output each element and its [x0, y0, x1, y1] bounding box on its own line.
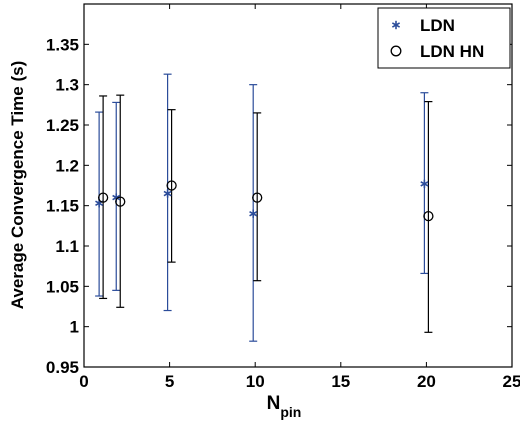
legend-ldn-hn-marker [390, 45, 402, 57]
error-bar-ldn-hn [424, 101, 433, 333]
y-axis: 0.95 1 1.05 1.1 1.15 1.2 1.25 1.3 1.35 [46, 35, 512, 377]
y-tick-label: 1.1 [55, 237, 79, 256]
y-tick-label: 1.35 [46, 35, 79, 54]
y-tick-label: 1.15 [46, 197, 79, 216]
x-axis-label: Npin [267, 393, 302, 420]
x-axis-label-main: N [267, 393, 281, 414]
error-bar-ldn-hn [167, 109, 176, 263]
y-tick-label: 1.2 [55, 156, 79, 175]
x-tick-label: 10 [246, 372, 265, 391]
y-axis-label: Average Convergence Time (s) [8, 61, 27, 309]
legend-label: LDN HN [420, 42, 484, 61]
x-tick-label: 20 [417, 372, 436, 391]
x-tick-label: 0 [79, 372, 88, 391]
error-bar-ldn-hn [253, 112, 262, 282]
x-axis: 0 5 10 15 20 25 [79, 4, 520, 391]
ldn-hn-data-point [252, 192, 263, 203]
ldn-data-point [249, 209, 258, 218]
x-tick-label: 15 [331, 372, 350, 391]
ldn-data-point [420, 179, 429, 189]
x-axis-label-subscript: pin [280, 404, 301, 420]
error-bar-ldn-hn [99, 95, 108, 300]
markers [95, 179, 434, 222]
plot-frame [83, 3, 513, 368]
ldn-hn-data-point [115, 196, 126, 207]
y-tick-label: 1 [70, 318, 79, 337]
legend-ldn-marker [391, 20, 401, 30]
legend-box [377, 7, 511, 69]
y-tick-label: 1.25 [46, 116, 79, 135]
x-tick-label: 25 [503, 372, 520, 391]
legend-label: LDN [420, 16, 455, 35]
error-bar-ldn-hn [116, 94, 125, 308]
ldn-hn-data-point [166, 180, 177, 191]
ldn-data-point [163, 189, 172, 198]
y-tick-label: 1.05 [46, 277, 79, 296]
y-tick-label: 1.3 [55, 76, 79, 95]
ldn-hn-data-point [97, 192, 109, 203]
y-tick-label: 0.95 [46, 358, 79, 377]
x-tick-label: 5 [165, 372, 174, 391]
ldn-hn-data-point [423, 211, 434, 222]
legend: LDN LDN HN [377, 7, 511, 69]
